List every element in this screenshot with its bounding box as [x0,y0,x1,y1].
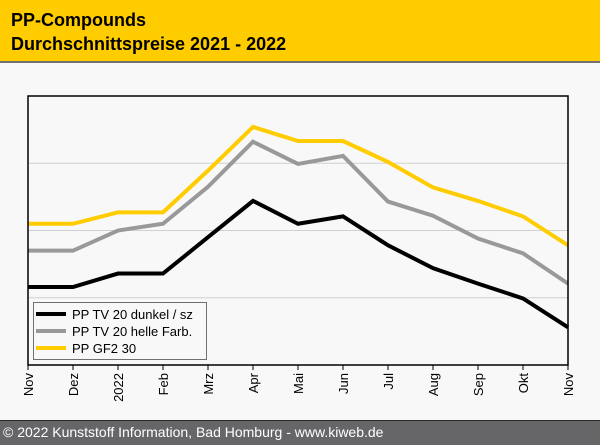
x-tick-label: 2022 [111,373,126,402]
copyright-text: © 2022 Kunststoff Information, Bad Hombu… [3,424,384,440]
x-tick-label: Nov [561,373,576,397]
legend-swatch-gray [36,329,66,333]
legend-label: PP TV 20 dunkel / sz [72,306,193,322]
x-tick-label: Sep [471,373,486,396]
x-tick-label: Feb [156,373,171,395]
series-line-1 [28,139,570,286]
chart-subtitle: Durchschnittspreise 2021 - 2022 [11,34,287,54]
x-tick-label: Mai [291,373,306,394]
series-line-2 [28,124,570,247]
legend-label: PP GF2 30 [72,340,137,356]
legend: PP TV 20 dunkel / sz PP TV 20 helle Farb… [33,302,207,360]
legend-swatch-yellow [36,346,66,350]
legend-item: PP GF2 30 [36,340,136,356]
x-tick-label: Jul [381,373,396,390]
series-lines [28,124,570,330]
x-tick-label: Mrz [201,373,216,395]
line-chart: Nov Dez 2022 Feb Mrz Apr Mai Jun Jul Aug Sep Okt Nov [21,95,576,402]
x-tick-label: Apr [246,372,261,393]
x-tick-label: Dez [66,373,81,396]
series-line-0 [28,198,570,330]
legend-swatch-black [36,312,66,316]
chart-title: PP-Compounds [11,10,146,30]
legend-item: PP TV 20 dunkel / sz [36,306,193,322]
x-tick-label: Okt [516,373,531,394]
x-axis-ticks [27,365,569,370]
x-tick-label: Jun [336,373,351,394]
chart-header: PP-Compounds Durchschnittspreise 2021 - … [0,0,600,63]
x-tick-label: Nov [21,373,36,397]
legend-label: PP TV 20 helle Farb. [72,323,193,339]
legend-item: PP TV 20 helle Farb. [36,323,192,339]
x-axis-labels: Nov Dez 2022 Feb Mrz Apr Mai Jun Jul Aug Sep Okt Nov [21,372,576,402]
footer: © 2022 Kunststoff Information, Bad Hombu… [0,420,600,445]
x-tick-label: Aug [426,373,441,396]
